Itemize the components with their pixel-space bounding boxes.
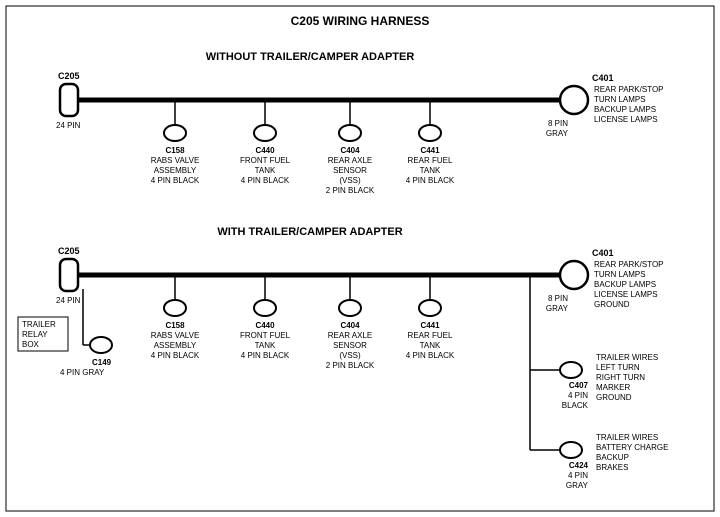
drop-desc: RABS VALVE — [151, 331, 200, 340]
drop-desc: 2 PIN BLACK — [326, 361, 375, 370]
drop-connector — [254, 300, 276, 316]
extra-color: GRAY — [566, 481, 589, 490]
drop-label: C440 — [255, 146, 275, 155]
drop-label: C404 — [340, 146, 360, 155]
drop-desc: ASSEMBLY — [154, 166, 197, 175]
connector-left — [60, 84, 78, 116]
side-connector — [90, 337, 112, 353]
extra-connector — [560, 442, 582, 458]
extra-color: BLACK — [562, 401, 589, 410]
drop-desc: REAR FUEL — [408, 156, 453, 165]
connector-label: C401 — [592, 248, 614, 258]
drop-desc: ASSEMBLY — [154, 341, 197, 350]
drop-desc: RABS VALVE — [151, 156, 200, 165]
drop-desc: 4 PIN BLACK — [406, 176, 455, 185]
connector-desc: TURN LAMPS — [594, 270, 646, 279]
drop-desc: TANK — [420, 166, 441, 175]
drop-label: C441 — [420, 146, 440, 155]
drop-label: C441 — [420, 321, 440, 330]
extra-desc: TRAILER WIRES — [596, 433, 658, 442]
extra-desc: BACKUP — [596, 453, 629, 462]
section-heading: WITHOUT TRAILER/CAMPER ADAPTER — [206, 51, 415, 63]
connector-left — [60, 259, 78, 291]
drop-desc: REAR FUEL — [408, 331, 453, 340]
extra-desc: LEFT TURN — [596, 363, 640, 372]
pin-label: 24 PIN — [56, 296, 81, 305]
connector-desc: BACKUP LAMPS — [594, 280, 656, 289]
extra-label: C407 — [569, 381, 589, 390]
connector-label: C205 — [58, 246, 80, 256]
connector-label: C401 — [592, 73, 614, 83]
drop-connector — [339, 125, 361, 141]
extra-pins: 4 PIN — [568, 471, 588, 480]
relay-box-label: RELAY — [22, 330, 48, 339]
pin-label: 8 PIN — [548, 119, 568, 128]
drop-desc: REAR AXLE — [328, 156, 372, 165]
drop-desc: (VSS) — [339, 176, 361, 185]
connector-desc: TURN LAMPS — [594, 95, 646, 104]
relay-box-label: BOX — [22, 340, 40, 349]
connector-desc: GROUND — [594, 300, 630, 309]
drop-label: C158 — [165, 321, 185, 330]
drop-label: C440 — [255, 321, 275, 330]
extra-desc: BRAKES — [596, 463, 628, 472]
pin-label: 24 PIN — [56, 121, 81, 130]
drop-connector — [254, 125, 276, 141]
drop-desc: 4 PIN BLACK — [406, 351, 455, 360]
extra-connector — [560, 362, 582, 378]
drop-desc: 4 PIN BLACK — [241, 176, 290, 185]
extra-desc: BATTERY CHARGE — [596, 443, 668, 452]
relay-box-label: TRAILER — [22, 320, 56, 329]
pin-color: GRAY — [546, 129, 569, 138]
connector-desc: LICENSE LAMPS — [594, 290, 658, 299]
drop-desc: 4 PIN BLACK — [151, 176, 200, 185]
drop-connector — [339, 300, 361, 316]
drop-desc: 2 PIN BLACK — [326, 186, 375, 195]
drop-desc: TANK — [255, 341, 276, 350]
drop-desc: (VSS) — [339, 351, 361, 360]
connector-desc: REAR PARK/STOP — [594, 85, 664, 94]
title: C205 WIRING HARNESS — [291, 14, 430, 28]
drop-desc: SENSOR — [333, 341, 367, 350]
connector-desc: REAR PARK/STOP — [594, 260, 664, 269]
drop-desc: 4 PIN BLACK — [151, 351, 200, 360]
drop-desc: REAR AXLE — [328, 331, 372, 340]
extra-pins: 4 PIN — [568, 391, 588, 400]
extra-desc: MARKER — [596, 383, 630, 392]
drop-desc: TANK — [255, 166, 276, 175]
extra-desc: TRAILER WIRES — [596, 353, 658, 362]
drop-connector — [164, 300, 186, 316]
drop-connector — [419, 300, 441, 316]
connector-desc: BACKUP LAMPS — [594, 105, 656, 114]
pin-color: GRAY — [546, 304, 569, 313]
side-label: C149 — [92, 358, 112, 367]
drop-label: C158 — [165, 146, 185, 155]
drop-connector — [164, 125, 186, 141]
drop-desc: SENSOR — [333, 166, 367, 175]
drop-desc: FRONT FUEL — [240, 156, 291, 165]
connector-right — [560, 261, 588, 289]
drop-label: C404 — [340, 321, 360, 330]
drop-desc: TANK — [420, 341, 441, 350]
pin-label: 8 PIN — [548, 294, 568, 303]
section-heading: WITH TRAILER/CAMPER ADAPTER — [217, 226, 402, 238]
connector-right — [560, 86, 588, 114]
connector-desc: LICENSE LAMPS — [594, 115, 658, 124]
drop-connector — [419, 125, 441, 141]
drop-desc: FRONT FUEL — [240, 331, 291, 340]
connector-label: C205 — [58, 71, 80, 81]
extra-desc: RIGHT TURN — [596, 373, 645, 382]
extra-desc: GROUND — [596, 393, 632, 402]
side-pins: 4 PIN GRAY — [60, 368, 105, 377]
extra-label: C424 — [569, 461, 589, 470]
drop-desc: 4 PIN BLACK — [241, 351, 290, 360]
